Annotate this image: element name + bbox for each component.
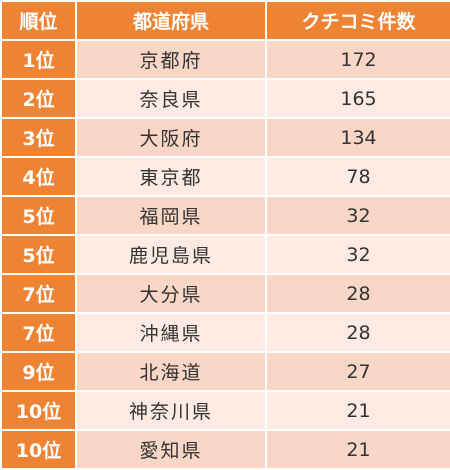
header-prefecture: 都道府県 [75, 0, 267, 41]
rank-cell: 9位 [0, 351, 77, 392]
count-cell: 78 [265, 156, 450, 197]
prefecture-name: 神奈川県 [128, 401, 213, 423]
count-cell: 32 [265, 195, 450, 236]
prefecture-name: 東京都 [139, 167, 203, 189]
prefecture-cell: 東京都 [75, 156, 267, 197]
table-row: 10位 神奈川県 21 [0, 390, 450, 431]
prefecture-cell: 福岡県 [75, 195, 267, 236]
count-cell: 21 [265, 429, 450, 470]
prefecture-cell: 大阪府 [75, 117, 267, 158]
rank-cell: 10位 [0, 390, 77, 431]
rank-cell: 5位 [0, 234, 77, 275]
header-rank: 順位 [0, 0, 77, 41]
header-row: 順位 都道府県 クチコミ件数 [0, 0, 450, 41]
table-row: 3位 大阪府 134 [0, 117, 450, 158]
table-row: 10位 愛知県 21 [0, 429, 450, 470]
count-cell: 32 [265, 234, 450, 275]
table-row: 9位 北海道 27 [0, 351, 450, 392]
table-row: 5位 鹿児島県 32 [0, 234, 450, 275]
header-count: クチコミ件数 [265, 0, 450, 41]
table-row: 7位 大分県 28 [0, 273, 450, 314]
rank-cell: 2位 [0, 78, 77, 119]
prefecture-cell: 大分県 [75, 273, 267, 314]
count-cell: 28 [265, 312, 450, 353]
prefecture-name: 愛知県 [139, 440, 203, 462]
prefecture-name: 北海道 [139, 362, 203, 384]
table-row: 1位 京都府 172 [0, 39, 450, 80]
count-cell: 165 [265, 78, 450, 119]
rank-cell: 5位 [0, 195, 77, 236]
prefecture-name: 京都府 [139, 50, 203, 72]
prefecture-name: 奈良県 [139, 89, 203, 111]
count-cell: 27 [265, 351, 450, 392]
prefecture-name: 鹿児島県 [128, 245, 213, 267]
prefecture-name: 沖縄県 [139, 323, 203, 345]
rank-cell: 10位 [0, 429, 77, 470]
prefecture-cell: 北海道 [75, 351, 267, 392]
rank-cell: 7位 [0, 273, 77, 314]
rank-cell: 3位 [0, 117, 77, 158]
rank-cell: 4位 [0, 156, 77, 197]
prefecture-cell: 沖縄県 [75, 312, 267, 353]
prefecture-cell: 奈良県 [75, 78, 267, 119]
count-cell: 21 [265, 390, 450, 431]
prefecture-cell: 京都府 [75, 39, 267, 80]
count-cell: 134 [265, 117, 450, 158]
prefecture-cell: 神奈川県 [75, 390, 267, 431]
prefecture-name: 大阪府 [139, 128, 203, 150]
prefecture-cell: 愛知県 [75, 429, 267, 470]
count-cell: 172 [265, 39, 450, 80]
rank-cell: 1位 [0, 39, 77, 80]
prefecture-cell: 鹿児島県 [75, 234, 267, 275]
count-cell: 28 [265, 273, 450, 314]
rank-cell: 7位 [0, 312, 77, 353]
prefecture-name: 大分県 [139, 284, 203, 306]
prefecture-name: 福岡県 [139, 206, 203, 228]
table-row: 5位 福岡県 32 [0, 195, 450, 236]
table-row: 7位 沖縄県 28 [0, 312, 450, 353]
table-row: 4位 東京都 78 [0, 156, 450, 197]
table-row: 2位 奈良県 165 [0, 78, 450, 119]
